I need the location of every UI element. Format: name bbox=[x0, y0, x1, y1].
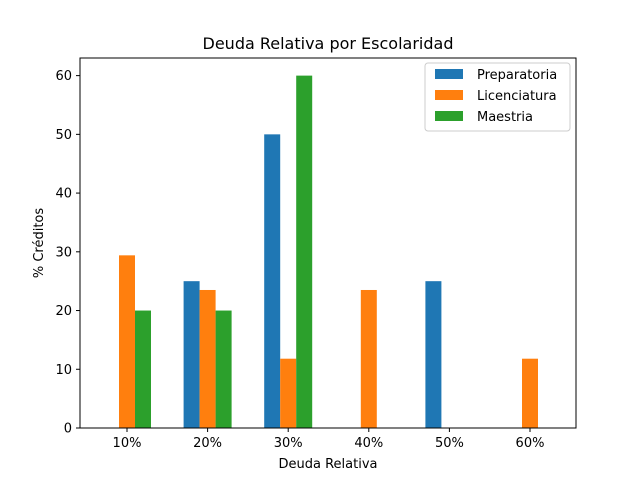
y-axis-title: % Créditos bbox=[32, 208, 47, 279]
x-tick-label: 40% bbox=[354, 436, 383, 451]
x-axis: 10% 20% 30% 40% 50% 60% bbox=[113, 428, 545, 451]
bar-licenciatura-40% bbox=[360, 289, 377, 428]
chart-title: Deuda Relativa por Escolaridad bbox=[203, 34, 454, 53]
y-tick-label: 50 bbox=[55, 128, 72, 143]
bar-licenciatura-60% bbox=[522, 358, 538, 428]
x-axis-title: Deuda Relativa bbox=[279, 457, 378, 472]
legend-swatch-licenciatura bbox=[435, 90, 463, 100]
legend-label-maestria: Maestria bbox=[477, 110, 533, 125]
x-tick-label: 60% bbox=[516, 436, 545, 451]
y-tick-label: 10 bbox=[55, 363, 72, 378]
bar-maestria-20% bbox=[215, 310, 232, 428]
legend: Preparatoria Licenciatura Maestria bbox=[424, 62, 571, 132]
x-tick-label: 30% bbox=[274, 436, 303, 451]
legend-swatch-preparatoria bbox=[435, 69, 463, 79]
bar-preparatoria-20% bbox=[183, 281, 200, 428]
bar-licenciatura-10% bbox=[119, 255, 135, 428]
legend-label-preparatoria: Preparatoria bbox=[477, 68, 557, 83]
bar-preparatoria-30% bbox=[264, 134, 281, 428]
x-tick-label: 20% bbox=[193, 436, 222, 451]
y-tick-label: 40 bbox=[55, 187, 72, 202]
bars-group bbox=[119, 75, 538, 428]
legend-label-licenciatura: Licenciatura bbox=[477, 89, 557, 104]
bar-maestria-30% bbox=[296, 75, 313, 428]
y-tick-label: 0 bbox=[64, 422, 72, 437]
plot-frame bbox=[79, 57, 577, 429]
y-tick-label: 20 bbox=[55, 304, 72, 319]
bar-licenciatura-30% bbox=[280, 358, 297, 428]
bar-maestria-10% bbox=[135, 310, 151, 428]
legend-swatch-maestria bbox=[435, 111, 463, 121]
y-tick-label: 30 bbox=[55, 245, 72, 260]
bar-preparatoria-50% bbox=[425, 281, 442, 428]
bar-licenciatura-20% bbox=[199, 289, 216, 428]
x-tick-label: 50% bbox=[435, 436, 464, 451]
y-tick-label: 60 bbox=[55, 69, 72, 84]
x-tick-label: 10% bbox=[113, 436, 142, 451]
y-axis: 0 10 20 30 40 50 60 bbox=[55, 69, 80, 437]
